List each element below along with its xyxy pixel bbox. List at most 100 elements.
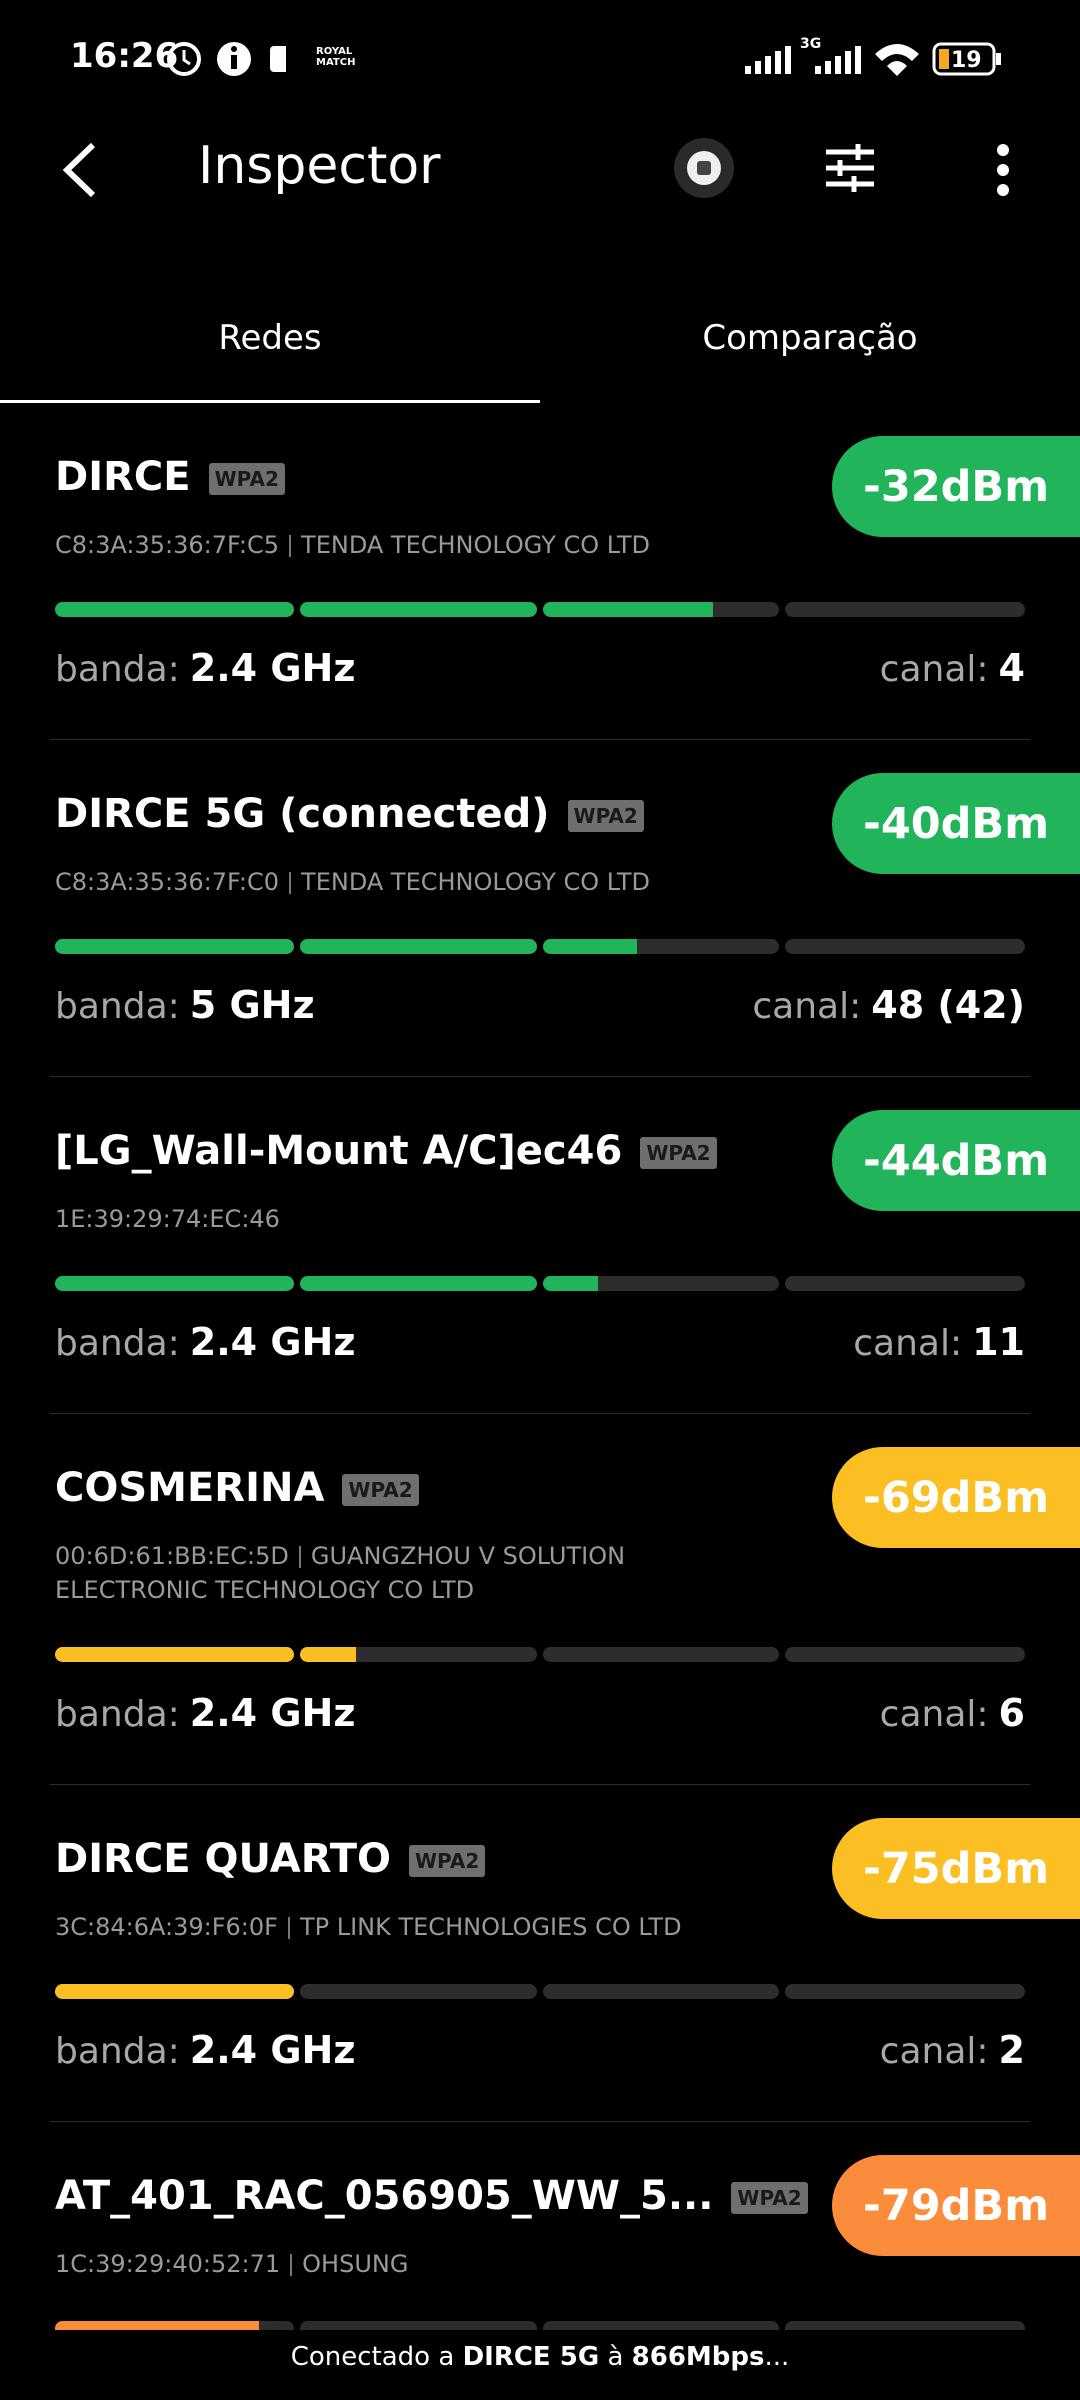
signal-fill (300, 1647, 356, 1662)
band-value: 2.4 GHz (189, 646, 356, 690)
network-name[interactable]: AT_401_RAC_056905_WW_5... (55, 2173, 714, 2219)
security-badge: WPA2 (208, 463, 285, 495)
signal-segment (55, 1647, 294, 1662)
signal-fill (300, 602, 537, 617)
channel-row: canal: 11 (853, 1320, 1025, 1364)
signal-fill (543, 602, 713, 617)
separator (50, 1784, 1030, 1785)
signal-segment (55, 602, 294, 617)
vendor: GUANGZHOU V SOLUTION ELECTRONIC TECHNOLO… (55, 1542, 626, 1604)
channel-value: 4 (998, 646, 1025, 690)
signal-pill: -44dBm (832, 1110, 1080, 1211)
signal-fill (55, 1647, 294, 1662)
mac-row: 1C:39:29:40:52:71 OHSUNG (55, 2247, 695, 2281)
footer: Conectado a DIRCE 5G à 866Mbps... (0, 2342, 1080, 2372)
signal-pill: -32dBm (832, 436, 1080, 537)
signal-segment (300, 1984, 537, 1999)
battery-level: 19 (951, 48, 982, 73)
mac-row: 1E:39:29:74:EC:46 (55, 1202, 695, 1236)
footer-bg (0, 2330, 1080, 2400)
channel-label: canal: (853, 1323, 963, 1364)
security-badge: WPA2 (342, 1474, 419, 1506)
signal-segment (543, 1984, 779, 1999)
channel-value: 6 (998, 1691, 1025, 1735)
signal-segment (785, 1276, 1025, 1291)
network-name[interactable]: DIRCE QUARTO (55, 1836, 391, 1882)
footer-text: à (607, 2342, 624, 2372)
band-row: banda: 2.4 GHz (55, 1320, 355, 1364)
signal-segment (785, 1647, 1025, 1662)
mac-row: 3C:84:6A:39:F6:0F TP LINK TECHNOLOGIES CO… (55, 1910, 695, 1944)
separator (50, 2121, 1030, 2122)
band-label: banda: (55, 2031, 180, 2072)
mac-row: C8:3A:35:36:7F:C5 TENDA TECHNOLOGY CO LTD (55, 528, 695, 562)
mac-address: 00:6D:61:BB:EC:5D (55, 1542, 289, 1570)
vendor: TENDA TECHNOLOGY CO LTD (301, 868, 650, 896)
network-name[interactable]: COSMERINA (55, 1465, 325, 1511)
security-badge: WPA2 (731, 2182, 808, 2214)
signal-fill (300, 1276, 537, 1291)
vendor: OHSUNG (302, 2250, 409, 2278)
network-name[interactable]: DIRCE 5G (connected) (55, 791, 550, 837)
mac-row: C8:3A:35:36:7F:C0 TENDA TECHNOLOGY CO LTD (55, 865, 695, 899)
band-value: 2.4 GHz (189, 2028, 356, 2072)
signal-segment (785, 1984, 1025, 1999)
signal-segment (300, 1276, 537, 1291)
tab-indicator (0, 400, 540, 403)
channel-row: canal: 4 (880, 646, 1025, 690)
signal-segment (300, 1647, 537, 1662)
channel-value: 11 (972, 1320, 1025, 1364)
stop-button[interactable] (672, 136, 736, 200)
channel-row: canal: 48 (42) (752, 983, 1025, 1027)
channel-label: canal: (752, 986, 862, 1027)
network-name-row: COSMERINA WPA2 (55, 1465, 419, 1511)
signal-fill (55, 1984, 294, 1999)
signal-fill (300, 939, 537, 954)
network-name-row: AT_401_RAC_056905_WW_5... WPA2 (55, 2173, 808, 2219)
footer-text: Conectado a (290, 2342, 455, 2372)
network-name-row: [LG_Wall-Mount A/C]ec46 WPA2 (55, 1128, 717, 1174)
band-row: banda: 2.4 GHz (55, 646, 355, 690)
band-label: banda: (55, 649, 180, 690)
signal-segment (300, 939, 537, 954)
network-name[interactable]: DIRCE (55, 454, 191, 500)
footer-speed: 866Mbps (631, 2342, 765, 2372)
band-value: 5 GHz (189, 983, 315, 1027)
band-label: banda: (55, 1323, 180, 1364)
security-badge: WPA2 (640, 1137, 717, 1169)
band-label: banda: (55, 986, 180, 1027)
tab[interactable]: Comparação (702, 318, 918, 358)
back-button[interactable] (55, 140, 105, 200)
tab[interactable]: Redes (218, 318, 322, 358)
signal-segment (55, 1276, 294, 1291)
separator (50, 1413, 1030, 1414)
separator (50, 1076, 1030, 1077)
divider (287, 1917, 290, 1939)
mac-address: 3C:84:6A:39:F6:0F (55, 1913, 278, 1941)
mac-address: C8:3A:35:36:7F:C5 (55, 531, 280, 559)
signal-segment (55, 1984, 294, 1999)
signal-segment (55, 939, 294, 954)
mac-address: C8:3A:35:36:7F:C0 (55, 868, 280, 896)
app-icon: ROYAL MATCH (316, 46, 356, 68)
signal-pill: -69dBm (832, 1447, 1080, 1548)
channel-value: 48 (42) (871, 983, 1025, 1027)
signal-icons (745, 42, 1001, 76)
mac-address: 1E:39:29:74:EC:46 (55, 1205, 280, 1233)
signal-segment (300, 602, 537, 617)
title: Inspector (198, 136, 441, 196)
filter-button[interactable] (824, 142, 876, 194)
vendor: TP LINK TECHNOLOGIES CO LTD (299, 1913, 682, 1941)
mac-address: 1C:39:29:40:52:71 (55, 2250, 281, 2278)
signal-fill (55, 602, 294, 617)
channel-label: canal: (879, 1694, 989, 1735)
network-type: 3G (800, 36, 822, 52)
signal-pill: -40dBm (832, 773, 1080, 874)
channel-row: canal: 6 (880, 1691, 1025, 1735)
mac-row: 00:6D:61:BB:EC:5D GUANGZHOU V SOLUTION EL… (55, 1539, 695, 1607)
network-name[interactable]: [LG_Wall-Mount A/C]ec46 (55, 1128, 623, 1174)
menu-button[interactable] (990, 142, 1016, 198)
network-name-row: DIRCE QUARTO WPA2 (55, 1836, 486, 1882)
signal-segment (785, 602, 1025, 617)
